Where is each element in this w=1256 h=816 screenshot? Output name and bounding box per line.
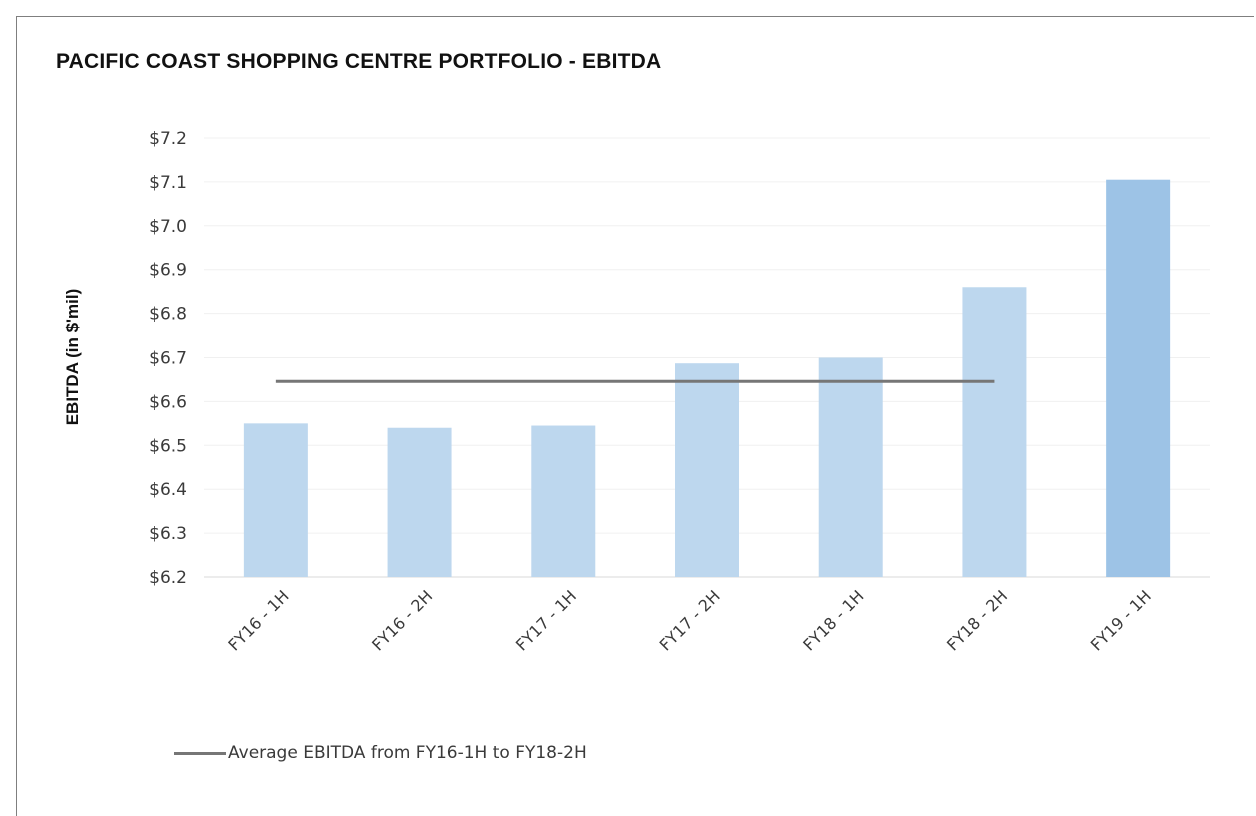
- x-tick-label: FY17 - 1H: [512, 586, 580, 654]
- legend-line-swatch: [174, 751, 226, 755]
- y-tick-label: $7.0: [149, 217, 187, 237]
- x-tick-label: FY16 - 1H: [224, 586, 292, 654]
- y-tick-label: $6.2: [149, 568, 187, 588]
- bar: [387, 427, 452, 577]
- bar: [243, 423, 308, 577]
- legend-label: Average EBITDA from FY16-1H to FY18-2H: [228, 743, 587, 763]
- y-tick-label: $6.6: [149, 392, 187, 412]
- chart-frame: [16, 16, 1254, 816]
- x-tick-label: FY19 - 1H: [1087, 586, 1155, 654]
- x-tick-label: FY17 - 2H: [656, 586, 724, 654]
- bar: [1106, 179, 1171, 577]
- y-tick-label: $6.8: [149, 305, 187, 325]
- y-tick-label: $6.9: [149, 261, 187, 281]
- y-tick-label: $6.7: [149, 349, 187, 369]
- bar: [675, 363, 739, 577]
- y-tick-label: $7.2: [149, 129, 187, 149]
- bar: [818, 357, 883, 577]
- y-tick-label: $6.3: [149, 524, 187, 544]
- y-tick-label: $7.1: [149, 173, 187, 193]
- bars: [243, 179, 1171, 577]
- gridlines: [204, 137, 1210, 578]
- category-labels: FY16 - 1H FY16 - 2H FY17 - 1H FY17 - 2H FY18…: [224, 586, 1155, 654]
- x-tick-label: FY18 - 2H: [943, 586, 1011, 654]
- legend: Average EBITDA from FY16-1H to FY18-2H: [174, 740, 587, 766]
- x-tick-label: FY16 - 2H: [368, 586, 436, 654]
- y-tick-labels: $6.2 $6.3 $6.4 $6.5 $6.6 $6.7 $6.8 $6.9 $7.0 $7.1…: [149, 129, 187, 588]
- chart-title: PACIFIC COAST SHOPPING CENTRE PORTFOLIO …: [56, 50, 662, 73]
- bar: [531, 425, 596, 577]
- y-tick-label: $6.4: [149, 480, 187, 500]
- bar: [962, 287, 1027, 577]
- y-tick-label: $6.5: [149, 436, 187, 456]
- y-axis-label: EBITDA (in $'mil): [63, 289, 82, 426]
- x-tick-label: FY18 - 1H: [799, 586, 867, 654]
